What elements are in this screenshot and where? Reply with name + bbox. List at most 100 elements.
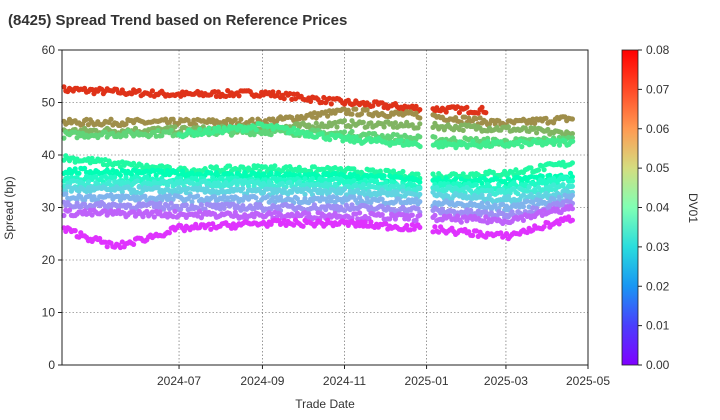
data-point xyxy=(443,175,449,181)
data-point xyxy=(311,164,317,170)
data-point xyxy=(394,132,400,138)
data-point xyxy=(245,183,252,189)
data-point xyxy=(483,143,489,149)
data-point xyxy=(549,186,555,193)
data-point xyxy=(61,84,67,90)
data-point xyxy=(505,176,511,182)
colorbar-tick-label: 0.07 xyxy=(646,82,670,96)
data-point xyxy=(364,107,370,113)
data-point xyxy=(142,193,148,199)
data-point xyxy=(76,170,82,176)
data-point xyxy=(417,143,423,150)
data-point xyxy=(398,137,404,143)
data-point xyxy=(270,89,276,95)
data-point xyxy=(300,223,306,229)
x-tick-label: 2024-11 xyxy=(323,374,366,388)
data-point xyxy=(99,157,105,163)
data-point xyxy=(91,91,97,97)
data-point xyxy=(215,202,221,208)
data-point xyxy=(72,166,78,172)
data-point xyxy=(569,206,576,212)
data-point xyxy=(400,168,406,175)
data-point xyxy=(319,99,325,105)
data-point xyxy=(432,212,438,218)
data-point xyxy=(204,130,210,136)
data-point xyxy=(291,91,297,97)
data-point xyxy=(264,186,270,192)
data-point xyxy=(532,120,538,126)
data-point xyxy=(334,124,340,130)
data-point xyxy=(238,116,244,122)
data-point xyxy=(131,160,137,166)
data-point xyxy=(479,192,485,198)
data-point xyxy=(569,116,576,122)
data-point xyxy=(172,208,178,214)
data-point xyxy=(197,126,203,132)
data-point xyxy=(360,119,366,125)
data-point xyxy=(460,127,466,133)
data-point xyxy=(328,101,334,107)
data-point xyxy=(164,196,171,203)
data-point xyxy=(206,125,212,131)
data-point xyxy=(485,138,491,145)
data-point xyxy=(112,174,118,180)
data-point xyxy=(543,190,549,196)
data-point xyxy=(325,113,331,119)
data-point xyxy=(370,103,376,109)
data-point xyxy=(569,131,576,137)
data-point xyxy=(108,116,114,122)
data-point xyxy=(528,191,534,198)
data-point xyxy=(417,179,423,185)
data-point xyxy=(129,172,135,178)
data-point xyxy=(477,115,483,121)
data-point xyxy=(83,116,90,122)
data-point xyxy=(392,120,398,126)
data-point xyxy=(479,104,485,110)
data-point xyxy=(276,171,282,177)
data-point xyxy=(123,121,129,127)
data-point xyxy=(470,232,476,239)
data-point xyxy=(85,156,91,162)
data-point xyxy=(569,183,576,189)
data-point xyxy=(543,115,549,121)
y-axis-ticks: 0 10 20 30 40 50 60 xyxy=(42,43,62,372)
data-point xyxy=(168,179,174,185)
data-point xyxy=(473,182,479,188)
y-axis-label: Spread (bp) xyxy=(2,176,16,239)
data-point xyxy=(172,124,178,130)
data-point xyxy=(562,138,568,144)
y-tick-label: 0 xyxy=(48,358,55,372)
data-point xyxy=(170,116,176,122)
data-point xyxy=(341,118,348,124)
data-point xyxy=(72,228,78,234)
data-point xyxy=(520,217,527,223)
data-point xyxy=(519,144,525,150)
data-point xyxy=(236,93,242,99)
data-point xyxy=(123,133,129,139)
y-tick-label: 50 xyxy=(42,96,56,110)
data-point xyxy=(262,164,268,170)
data-point xyxy=(417,199,423,205)
data-point xyxy=(308,98,314,104)
data-point xyxy=(189,199,195,205)
data-point xyxy=(443,109,449,115)
chart-title: (8425) Spread Trend based on Reference P… xyxy=(8,12,347,29)
data-point xyxy=(532,125,538,131)
y-tick-label: 30 xyxy=(42,201,56,215)
data-point xyxy=(569,160,576,166)
data-point xyxy=(104,244,110,250)
data-point xyxy=(74,174,80,180)
data-point xyxy=(157,200,163,206)
y-tick-label: 60 xyxy=(42,43,56,57)
data-point xyxy=(287,179,293,185)
data-point xyxy=(569,178,576,184)
data-point xyxy=(83,188,90,195)
data-point xyxy=(528,165,534,171)
data-point xyxy=(456,110,462,116)
data-point xyxy=(569,174,576,180)
data-point xyxy=(89,86,95,93)
colorbar-ticks: 0.00 0.01 0.02 0.03 0.04 0.05 0.06 0.07 0.08 xyxy=(638,43,670,372)
data-point xyxy=(185,185,191,192)
data-point xyxy=(168,200,174,206)
data-point xyxy=(560,159,566,165)
